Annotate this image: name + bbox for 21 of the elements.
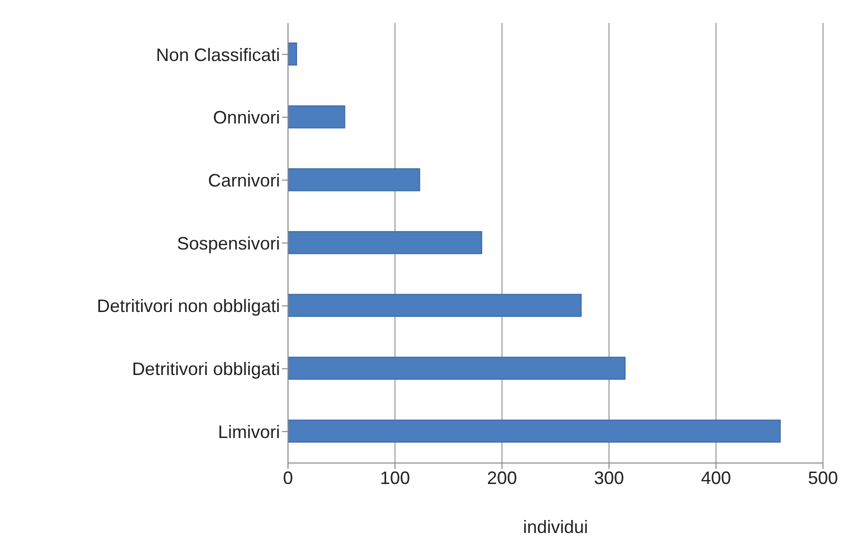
- x-tick-label: 300: [594, 468, 624, 488]
- x-tick-label: 200: [486, 468, 518, 488]
- bar: [288, 356, 626, 380]
- x-tick-label: 0: [282, 468, 294, 488]
- bar: [288, 42, 298, 66]
- y-tick-label: Non Classificati: [156, 44, 280, 65]
- bar: [288, 420, 781, 443]
- bar: [288, 168, 420, 192]
- bar: [288, 294, 582, 317]
- y-tick-label: Limivori: [218, 422, 280, 442]
- y-tick-label: Sospensivori: [176, 233, 280, 254]
- y-tick-label: Detritivori obbligati: [132, 359, 280, 380]
- x-tick-label: 400: [700, 468, 732, 488]
- bar: [288, 105, 346, 128]
- y-tick-label: Onnivori: [212, 108, 280, 128]
- y-tick-label: Detritivori non obbligati: [96, 296, 280, 316]
- y-tick-label: Carnivori: [208, 170, 280, 191]
- x-axis-title: individui: [522, 517, 588, 537]
- x-tick-label: 500: [808, 468, 838, 488]
- bar: [288, 231, 482, 254]
- x-tick-label: 100: [380, 468, 410, 488]
